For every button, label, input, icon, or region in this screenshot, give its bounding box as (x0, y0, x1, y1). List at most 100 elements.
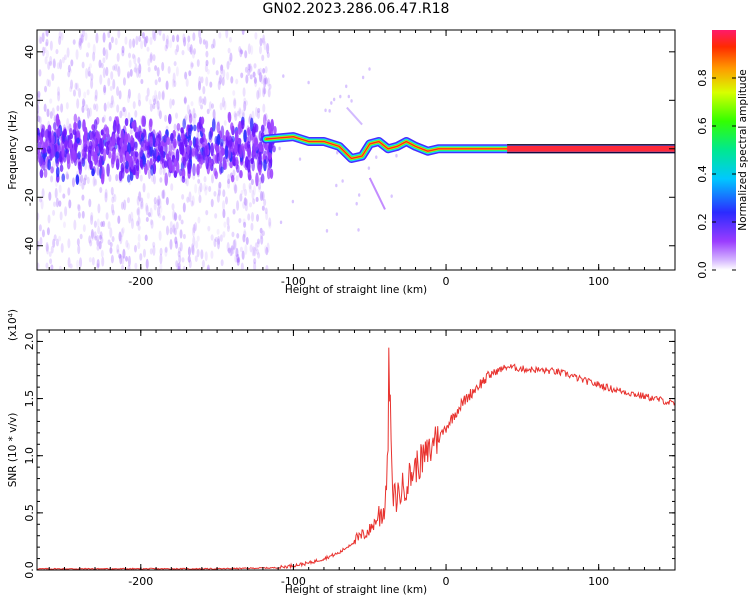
spectrogram-noise-speck (136, 195, 140, 206)
spectrogram-noise-speck (182, 265, 186, 270)
spectrogram-noise-speck (65, 102, 69, 110)
spectrogram-noise-speck (226, 242, 230, 252)
spectrogram-noise-speck (49, 98, 53, 104)
spectrogram-noise-speck (144, 234, 148, 242)
spectrogram-noise-speck (98, 234, 102, 240)
spectrogram-band-speck (199, 137, 204, 144)
spectrogram-noise-speck (44, 85, 48, 93)
spectrogram-band-speck (229, 161, 233, 169)
spectrogram-noise-speck (335, 183, 338, 188)
snr-ytick-label: 2.0 (23, 333, 36, 351)
spectrogram-noise-speck (67, 257, 71, 268)
spectrogram-noise-speck (161, 91, 165, 100)
spectrogram-noise-speck (128, 59, 132, 68)
spectrogram-noise-speck (137, 206, 141, 218)
spectrogram-noise-speck (159, 177, 163, 183)
spectrogram-noise-speck (171, 98, 175, 106)
spectrogram-noise-speck (111, 99, 115, 108)
spectrogram-band-speck (186, 159, 191, 172)
spectrogram-noise-speck (145, 258, 149, 270)
spectrogram-band-speck (198, 158, 203, 169)
spectrogram-noise-speck (164, 247, 168, 257)
spectrogram-noise-speck (174, 48, 178, 56)
spectrogram-noise-speck (156, 66, 160, 77)
spectrogram-noise-speck (236, 253, 240, 263)
spectrogram-noise-speck (169, 238, 173, 250)
spectrogram-noise-speck (221, 77, 225, 86)
spectrogram-band-speck (246, 141, 251, 149)
spectrogram-band-speck (196, 163, 200, 176)
spectrogram-noise-speck (232, 208, 236, 215)
spectrogram-noise-speck (137, 224, 141, 231)
spectrogram-noise-speck (171, 78, 175, 88)
spectrogram-noise-speck (213, 191, 217, 197)
spectrogram-noise-speck (307, 80, 310, 85)
spectrogram-band-speck (241, 119, 245, 130)
spectrogram-noise-speck (247, 68, 251, 77)
spectrogram-band-speck (139, 147, 143, 158)
spectrogram-noise-speck (123, 199, 127, 211)
spectrogram-noise-speck (138, 69, 142, 78)
spectrogram-noise-speck (197, 216, 201, 224)
spectrogram-noise-speck (361, 75, 365, 80)
spectrogram-noise (37, 30, 398, 270)
spectrogram-noise-speck (177, 266, 181, 270)
snr-frame (36, 329, 676, 571)
spectrogram-band (37, 111, 277, 187)
spectrogram-noise-speck (161, 189, 165, 199)
spectrogram-ridge (261, 106, 675, 210)
spectrogram-noise-speck (339, 94, 342, 99)
spectrogram-noise-speck (112, 78, 116, 90)
spectrogram-band-speck (51, 144, 55, 159)
spectrogram-noise-speck (80, 38, 84, 45)
spectrogram-band-speck (204, 145, 208, 158)
spectrogram-noise-speck (40, 199, 44, 210)
spectrogram-noise-speck (96, 239, 100, 247)
spectrogram-noise-speck (357, 193, 361, 197)
spectrogram-band-speck (223, 161, 228, 170)
spectrogram-noise-speck (88, 107, 92, 117)
spectrogram-ytick-label: 0 (23, 145, 36, 152)
spectrogram-noise-speck (206, 108, 210, 115)
spectrogram-band-speck (92, 136, 97, 149)
spectrogram-noise-speck (200, 249, 204, 260)
spectrogram-noise-speck (203, 176, 207, 183)
spectrogram-noise-speck (100, 62, 104, 69)
spectrogram-noise-speck (217, 235, 221, 245)
spectrogram-noise-speck (256, 90, 260, 100)
spectrogram-noise-speck (227, 223, 231, 229)
spectrogram-noise-speck (101, 116, 105, 123)
spectrogram-noise-speck (101, 256, 105, 267)
spectrogram-noise-speck (230, 245, 234, 256)
spectrogram-noise-speck (66, 125, 70, 132)
spectrogram-band-speck (208, 159, 213, 167)
spectrogram-noise-speck (74, 82, 78, 90)
spectrogram-band-speck (135, 158, 140, 172)
spectrogram-noise-speck (56, 86, 60, 96)
spectrogram-noise-speck (198, 96, 202, 107)
spectrogram-noise-speck (70, 79, 74, 90)
spectrogram-noise-speck (206, 68, 210, 75)
spectrogram-noise-speck (121, 106, 125, 117)
spectrogram-noise-speck (154, 65, 158, 71)
spectrogram-noise-speck (87, 66, 91, 77)
snr-ytick-label: 0.0 (23, 561, 36, 579)
spectrogram-noise-speck (357, 228, 360, 232)
spectrogram-noise-speck (179, 229, 183, 239)
spectrogram-noise-speck (152, 241, 156, 248)
spectrogram-band-speck (263, 159, 267, 172)
spectrogram-noise-speck (218, 31, 222, 39)
spectrogram-noise-speck (103, 114, 107, 122)
spectrogram-noise-speck (217, 189, 221, 197)
spectrogram-noise-speck (251, 212, 255, 222)
spectrogram-band-speck (182, 118, 186, 130)
spectrogram-noise-speck (170, 183, 174, 191)
spectrogram-ytick-label: 40 (23, 45, 36, 59)
spectrogram-noise-speck (37, 90, 41, 98)
spectrogram-noise-speck (137, 233, 141, 242)
spectrogram-noise-speck (41, 188, 45, 199)
spectrogram-band-speck (239, 144, 244, 159)
spectrogram-frame (36, 29, 676, 271)
spectrogram-noise-speck (192, 223, 196, 234)
